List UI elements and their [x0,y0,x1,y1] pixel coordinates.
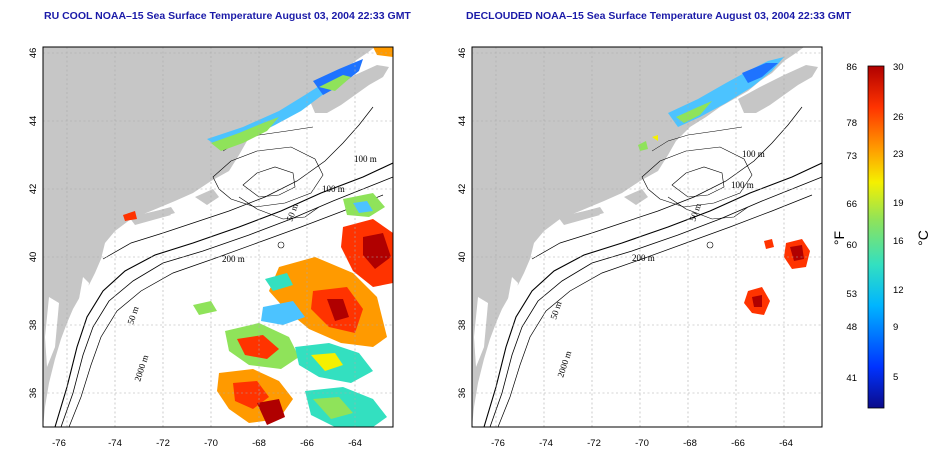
left-lon-tick: -70 [204,438,218,449]
left-lat-tick: 46 [28,48,39,59]
left-sst-overlay [123,47,393,427]
depth-label: 200 m [222,254,245,264]
colorbar-c-label: °C [915,230,931,246]
f-tick: 86 [846,62,857,73]
depth-label: 100 m [731,180,754,190]
colorbar-f-ticks: 86 78 73 66 60 53 48 41 [846,62,857,384]
left-lat-tick: 38 [28,320,39,331]
depth-label: 200 m [632,253,655,263]
f-tick: 41 [846,373,857,384]
axis-ticks: -76 -74 -72 -70 -68 -66 -64 -76 -74 -72 … [28,48,793,449]
right-lon-tick: -72 [587,438,601,449]
c-tick: 30 [893,62,904,73]
right-lon-tick: -68 [683,438,697,449]
right-lat-tick: 44 [457,116,468,127]
f-tick: 78 [846,118,857,129]
f-tick: 60 [846,240,857,251]
c-tick: 19 [893,198,904,209]
right-lon-tick: -66 [731,438,745,449]
c-tick: 5 [893,372,898,383]
right-lat-tick: 36 [457,388,468,399]
left-panel-title: RU COOL NOAA–15 Sea Surface Temperature … [44,10,411,22]
c-tick: 23 [893,149,904,160]
left-lon-tick: -64 [348,438,362,449]
left-lat-tick: 44 [28,116,39,127]
f-tick: 73 [846,151,857,162]
right-lon-tick: -70 [635,438,649,449]
colorbar-c-ticks: 30 26 23 19 16 12 9 5 [893,62,904,383]
colorbar-gradient [867,65,885,409]
depth-label: 50 m [125,305,140,325]
c-tick: 16 [893,236,904,247]
depth-label: 100 m [742,149,765,159]
left-lon-tick: -68 [252,438,266,449]
left-lat-tick: 42 [28,184,39,195]
right-lat-tick: 38 [457,320,468,331]
left-lon-tick: -72 [156,438,170,449]
right-sst-overlay [638,57,810,315]
depth-label: 50 m [284,202,300,223]
depth-label: 2000 m [555,350,573,379]
right-panel-title: DECLOUDED NOAA–15 Sea Surface Temperatur… [466,10,852,22]
depth-label: 100 m [322,184,345,194]
right-lon-tick: -76 [491,438,505,449]
depth-labels: 100 m 100 m 50 m 200 m 50 m 2000 m 100 m… [125,149,764,383]
right-lon-tick: -64 [779,438,793,449]
f-tick: 66 [846,199,857,210]
right-map-panel [471,46,823,428]
left-lon-tick: -66 [300,438,314,449]
c-tick: 26 [893,112,904,123]
colorbar: 86 78 73 66 60 53 48 41 30 26 23 19 16 1… [831,62,931,409]
left-lon-tick: -74 [108,438,122,449]
f-tick: 53 [846,289,857,300]
right-lon-tick: -74 [539,438,553,449]
f-tick: 48 [846,322,857,333]
depth-label: 100 m [354,154,377,164]
depth-label: 50 m [687,202,703,223]
right-lat-tick: 40 [457,252,468,263]
left-lat-tick: 36 [28,388,39,399]
left-map-panel [42,46,394,428]
right-lat-tick: 46 [457,48,468,59]
depth-label: 50 m [548,300,563,320]
left-lon-tick: -76 [52,438,66,449]
c-tick: 12 [893,285,904,296]
depth-label: 2000 m [132,354,150,383]
colorbar-f-label: °F [831,231,847,245]
c-tick: 9 [893,322,898,333]
left-lat-tick: 40 [28,252,39,263]
right-lat-tick: 42 [457,184,468,195]
